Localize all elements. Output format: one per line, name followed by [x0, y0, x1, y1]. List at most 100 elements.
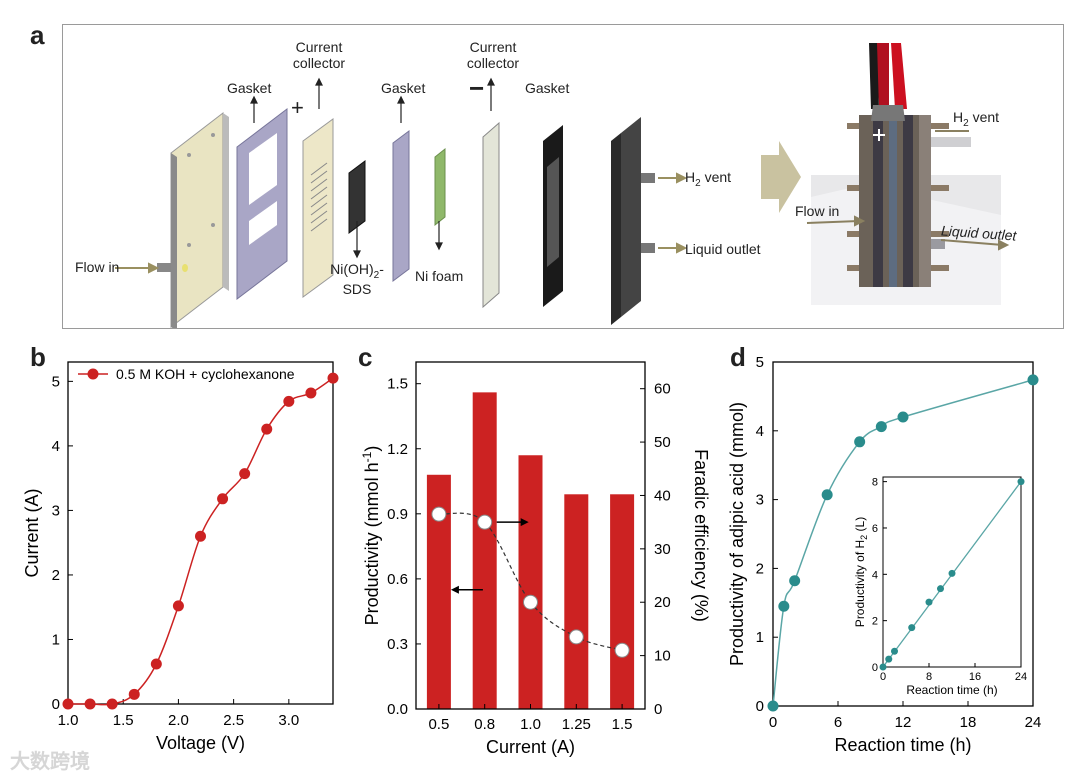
data-point: [172, 600, 184, 612]
inset-x-tick-label: 24: [1015, 671, 1027, 683]
chart-c-productivity-efficiency: 0.5 0.8 1.0 1.25 1.5 0.0 0.3 0.6 0.9 1.2 1.5 0 10 20 3…: [360, 361, 711, 757]
inset-data-point: [891, 647, 898, 655]
inset-y-tick-label: 4: [872, 569, 878, 581]
panel-a-letter: a: [30, 20, 45, 50]
data-point: [128, 688, 140, 700]
data-point: [821, 489, 833, 501]
bar: [472, 392, 497, 709]
label-current-collector-2: Current collector: [466, 39, 520, 71]
x-axis-label: Reaction time (h): [834, 735, 971, 755]
assembly-arrow-icon: [761, 141, 801, 213]
y-axis-label: Productivity (mmol h-1): [360, 446, 382, 626]
data-point: [1027, 374, 1039, 386]
x-tick-label: 1.5: [612, 716, 633, 733]
y-tick-label: 4: [756, 423, 764, 440]
panel-b-letter: b: [30, 342, 46, 372]
efficiency-point: [523, 594, 538, 610]
y-tick-label: 4: [52, 438, 60, 455]
ni-foam: [434, 147, 446, 227]
efficiency-point: [431, 506, 447, 522]
y-axis-label: Productivity of adipic acid (mmol): [727, 402, 747, 666]
chart-b-frame: [67, 361, 334, 705]
x-tick-label: 6: [834, 714, 842, 731]
y-tick-label: 1.5: [387, 376, 408, 393]
y-tick-label: 2: [52, 567, 60, 584]
inset-data-point: [948, 569, 956, 577]
inset-x-tick-label: 0: [880, 671, 886, 683]
data-point: [84, 698, 96, 710]
plus-sign: +: [291, 95, 304, 120]
y2-tick-label: 40: [654, 487, 671, 504]
photo-label-h2-vent: H2 vent: [953, 109, 1000, 129]
right-axis-arrow-icon: [520, 518, 529, 527]
inset-y-axis-label: Productivity of H2 (L): [853, 517, 869, 627]
x-tick-label: 3.0: [278, 712, 299, 729]
y-axis-label: Current (A): [22, 488, 42, 577]
panel-d-letter: d: [730, 342, 746, 372]
x-tick-label: 12: [895, 714, 912, 731]
inset-data-point: [925, 598, 933, 606]
data-point: [854, 436, 866, 448]
watermark: 大数跨境: [10, 751, 90, 773]
data-point: [195, 530, 206, 542]
data-point: [261, 423, 273, 435]
end-plate-right: [611, 117, 655, 325]
y2-tick-label: 30: [654, 541, 671, 558]
inset-y-tick-label: 0: [872, 662, 878, 674]
efficiency-point: [477, 514, 493, 530]
y-tick-label: 0: [756, 698, 764, 715]
data-point: [767, 700, 779, 712]
data-point: [283, 395, 295, 407]
bar: [610, 494, 635, 709]
x-tick-label: 18: [960, 714, 977, 731]
bar: [518, 455, 543, 709]
y-tick-label: 0.3: [387, 636, 408, 653]
gasket-right: [543, 125, 563, 307]
inset-x-tick-label: 16: [969, 671, 981, 683]
x-tick-label: 0.5: [428, 716, 449, 733]
data-point: [106, 698, 118, 710]
y-tick-label: 3: [52, 502, 60, 519]
y-tick-label: 1.2: [387, 441, 408, 458]
chart-b-current-voltage: 1.0 1.5 2.0 2.5 3.0 0 1 2 3 4 5 Voltage (V) Current …: [22, 361, 339, 753]
data-point: [62, 698, 74, 710]
x-tick-label: 1.25: [562, 716, 591, 733]
data-point: [305, 387, 317, 399]
label-catalyst: Ni(OH)2- SDS: [330, 261, 384, 297]
label-current-collector-1: Current collector: [292, 39, 346, 71]
inset-x-axis-label: Reaction time (h): [906, 683, 997, 697]
efficiency-point: [614, 642, 630, 658]
schematic-arrows: [115, 172, 688, 274]
x-axis-label: Voltage (V): [156, 733, 245, 753]
efficiency-point: [568, 629, 584, 645]
data-point: [789, 575, 801, 587]
label-flow-in: Flow in: [75, 259, 120, 275]
bar: [564, 494, 589, 709]
y-tick-label: 3: [756, 492, 764, 509]
panel-c-letter: c: [358, 342, 373, 372]
inset-data-point: [885, 655, 893, 663]
y2-tick-label: 60: [654, 381, 671, 398]
x-tick-label: 2.0: [168, 712, 189, 729]
y-tick-label: 0: [52, 696, 60, 713]
cell-assembly-diagram: [115, 43, 1010, 331]
inset-data-point: [1017, 478, 1025, 486]
y2-tick-label: 50: [654, 434, 671, 451]
x-tick-label: 0: [769, 714, 777, 731]
data-point: [217, 493, 229, 505]
label-gasket-1: Gasket: [227, 80, 272, 96]
photo-label-flow-in: Flow in: [795, 203, 840, 219]
x-tick-label: 2.5: [223, 712, 244, 729]
gasket-middle: [392, 130, 410, 282]
y-tick-label: 5: [756, 354, 764, 371]
y-tick-label: 0.6: [387, 571, 408, 588]
y2-tick-label: 20: [654, 594, 671, 611]
label-liquid-outlet: Liquid outlet: [685, 241, 761, 257]
y-tick-label: 0.9: [387, 506, 408, 523]
cell-photo: [806, 43, 1010, 305]
x-tick-label: 24: [1025, 714, 1042, 731]
label-ni-foam: Ni foam: [415, 268, 464, 284]
catalyst-mesh: [348, 160, 366, 234]
gasket-left: [236, 107, 288, 301]
